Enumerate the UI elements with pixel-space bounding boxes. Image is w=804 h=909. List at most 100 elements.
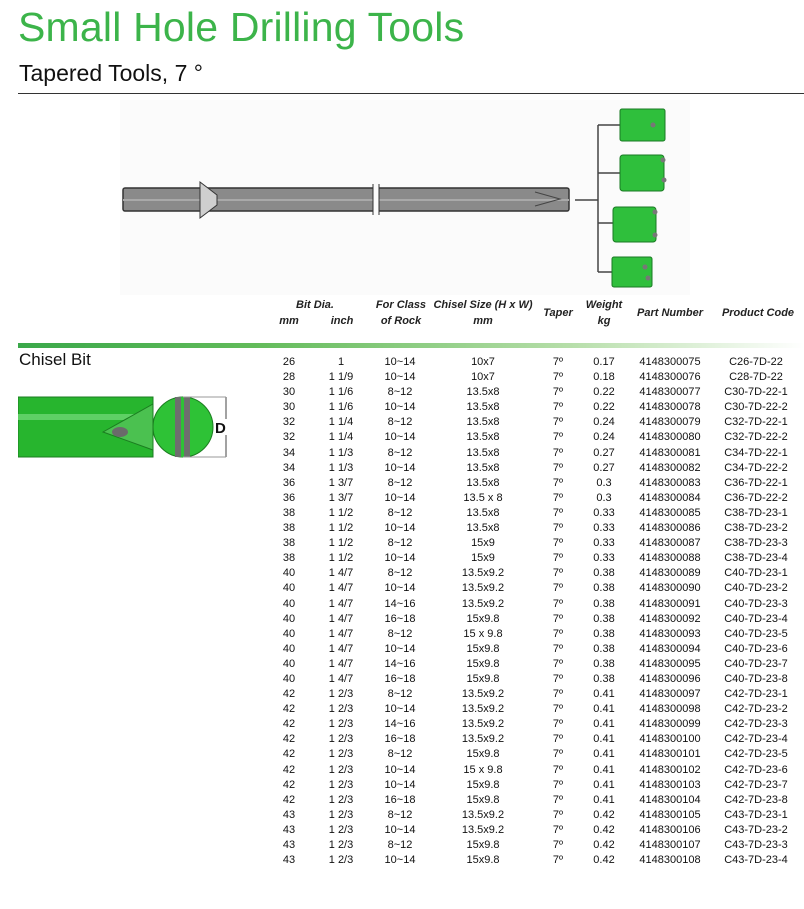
part-number-cell: 4148300094 [639,642,701,655]
bit-dia-mm-cell: 36 [282,491,296,504]
part-number-cell: 4148300108 [639,854,701,867]
bit-dia-inch-cell: 1 [337,356,345,368]
header-weight-1: Weight [585,299,623,311]
bit-dia-inch-cell: 1 4/7 [328,597,354,610]
part-number-cell: 4148300079 [639,416,701,429]
table-row: 36 1 3/7 8~12 13.5x8 7º 0.3 4148300083 C36-7D-2… [270,476,804,491]
chisel-size-cell: 13.5x9.2 [461,582,505,595]
bit-dia-mm-cell: 42 [282,778,296,791]
product-code-cell: C34-7D-22-1 [724,446,788,459]
weight-cell: 0.3 [596,491,612,504]
taper-cell: 7º [552,718,564,731]
product-code-cell: C38-7D-23-3 [724,537,788,550]
bit-dia-mm-cell: 42 [282,718,296,731]
rock-class-cell: 8~12 [387,627,413,640]
chisel-size-cell: 13.5x9.2 [461,567,505,580]
taper-cell: 7º [552,688,564,701]
taper-cell: 7º [552,582,564,595]
table-row: 40 1 4/7 14~16 13.5x9.2 7º 0.38 4148300091 C40-… [270,597,804,612]
table-row: 40 1 4/7 8~12 15 x 9.8 7º 0.38 4148300093 C40-7… [270,627,804,642]
bit-dia-inch-cell: 1 3/7 [328,491,354,504]
bit-dia-inch-cell: 1 3/7 [328,476,354,489]
weight-cell: 0.38 [593,642,615,655]
weight-cell: 0.18 [593,371,615,384]
rock-class-cell: 8~12 [387,476,413,489]
header-mm: mm [279,315,299,327]
rock-class-cell: 10~14 [384,763,416,776]
product-code-cell: C30-7D-22-2 [724,401,788,414]
header-taper: Taper [543,307,573,319]
product-code-cell: C42-7D-23-3 [724,718,788,731]
product-code-cell: C28-7D-22 [729,371,783,384]
chisel-size-cell: 13.5x9.2 [461,718,505,731]
weight-cell: 0.41 [593,718,615,731]
chisel-size-cell: 13.5x8 [466,522,500,535]
title-divider [18,93,804,94]
table-row: 38 1 1/2 8~12 13.5x8 7º 0.33 4148300085 C38-7D-… [270,506,804,521]
bit-dia-mm-cell: 32 [282,431,296,444]
product-code-cell: C43-7D-23-3 [724,839,788,851]
bit-dia-inch-cell: 1 1/9 [328,371,354,384]
part-number-cell: 4148300083 [639,476,701,489]
table-row: 34 1 1/3 10~14 13.5x8 7º 0.27 4148300082 C34-7D… [270,461,804,476]
product-code-cell: C34-7D-22-2 [724,461,788,474]
bit-dia-mm-cell: 30 [282,386,296,399]
chisel-size-cell: 15x9 [471,537,495,550]
taper-cell: 7º [552,823,564,836]
table-row: 43 1 2/3 8~12 13.5x9.2 7º 0.42 4148300105 C43-7… [270,808,804,823]
rock-class-cell: 10~14 [384,371,416,384]
table-row: 43 1 2/3 8~12 15x9.8 7º 0.42 4148300107 C43-7D-… [270,838,804,853]
table-row: 38 1 1/2 10~14 15x9 7º 0.33 4148300088 C38-7D-2… [270,551,804,566]
rock-class-cell: 8~12 [387,839,413,851]
rock-class-cell: 8~12 [387,808,413,821]
weight-cell: 0.38 [593,582,615,595]
weight-cell: 0.41 [593,688,615,701]
chisel-size-cell: 13.5 x 8 [463,491,503,504]
product-code-cell: C42-7D-23-8 [724,793,788,806]
rock-class-cell: 10~14 [384,491,416,504]
weight-cell: 0.27 [593,461,615,474]
taper-cell: 7º [552,416,564,429]
product-code-cell: C42-7D-23-1 [724,688,788,701]
part-number-cell: 4148300107 [639,839,701,851]
part-number-cell: 4148300095 [639,657,701,670]
weight-cell: 0.3 [596,476,612,489]
product-code-cell: C32-7D-22-2 [724,431,788,444]
product-code-cell: C36-7D-22-2 [724,491,788,504]
bit-dia-inch-cell: 1 2/3 [328,823,354,836]
chisel-size-cell: 13.5x8 [466,506,500,519]
weight-cell: 0.42 [593,854,615,867]
header-weight-2: kg [597,315,611,327]
part-number-cell: 4148300080 [639,431,701,444]
product-code-cell: C40-7D-23-2 [724,582,788,595]
bit-dia-mm-cell: 40 [282,642,296,655]
part-number-cell: 4148300086 [639,522,701,535]
taper-cell: 7º [552,778,564,791]
table-row: 40 1 4/7 10~14 13.5x9.2 7º 0.38 4148300090 C40-… [270,581,804,596]
bit-dia-inch-cell: 1 4/7 [328,657,354,670]
taper-cell: 7º [552,733,564,746]
product-code-cell: C26-7D-22 [729,356,783,368]
chisel-size-cell: 13.5x8 [466,416,500,429]
product-code-cell: C42-7D-23-6 [724,763,788,776]
bit-dia-mm-cell: 43 [282,808,296,821]
weight-cell: 0.41 [593,763,615,776]
weight-cell: 0.33 [593,552,615,565]
rock-class-cell: 8~12 [387,446,413,459]
bit-dia-mm-cell: 34 [282,446,296,459]
chisel-size-cell: 13.5x9.2 [461,808,505,821]
bit-dia-inch-cell: 1 2/3 [328,839,354,851]
table-row: 30 1 1/6 10~14 13.5x8 7º 0.22 4148300078 C30-7D… [270,400,804,415]
rock-class-cell: 8~12 [387,506,413,519]
product-code-cell: C38-7D-23-2 [724,522,788,535]
header-rock-1: For Class [375,299,427,311]
rock-class-cell: 8~12 [387,688,413,701]
part-number-cell: 4148300092 [639,612,701,625]
product-code-cell: C38-7D-23-1 [724,506,788,519]
product-code-cell: C43-7D-23-2 [724,823,788,836]
taper-cell: 7º [552,793,564,806]
table-row: 42 1 2/3 8~12 13.5x9.2 7º 0.41 4148300097 C42-7… [270,687,804,702]
chisel-size-cell: 15x9.8 [466,778,500,791]
weight-cell: 0.24 [593,431,615,444]
part-number-cell: 4148300090 [639,582,701,595]
